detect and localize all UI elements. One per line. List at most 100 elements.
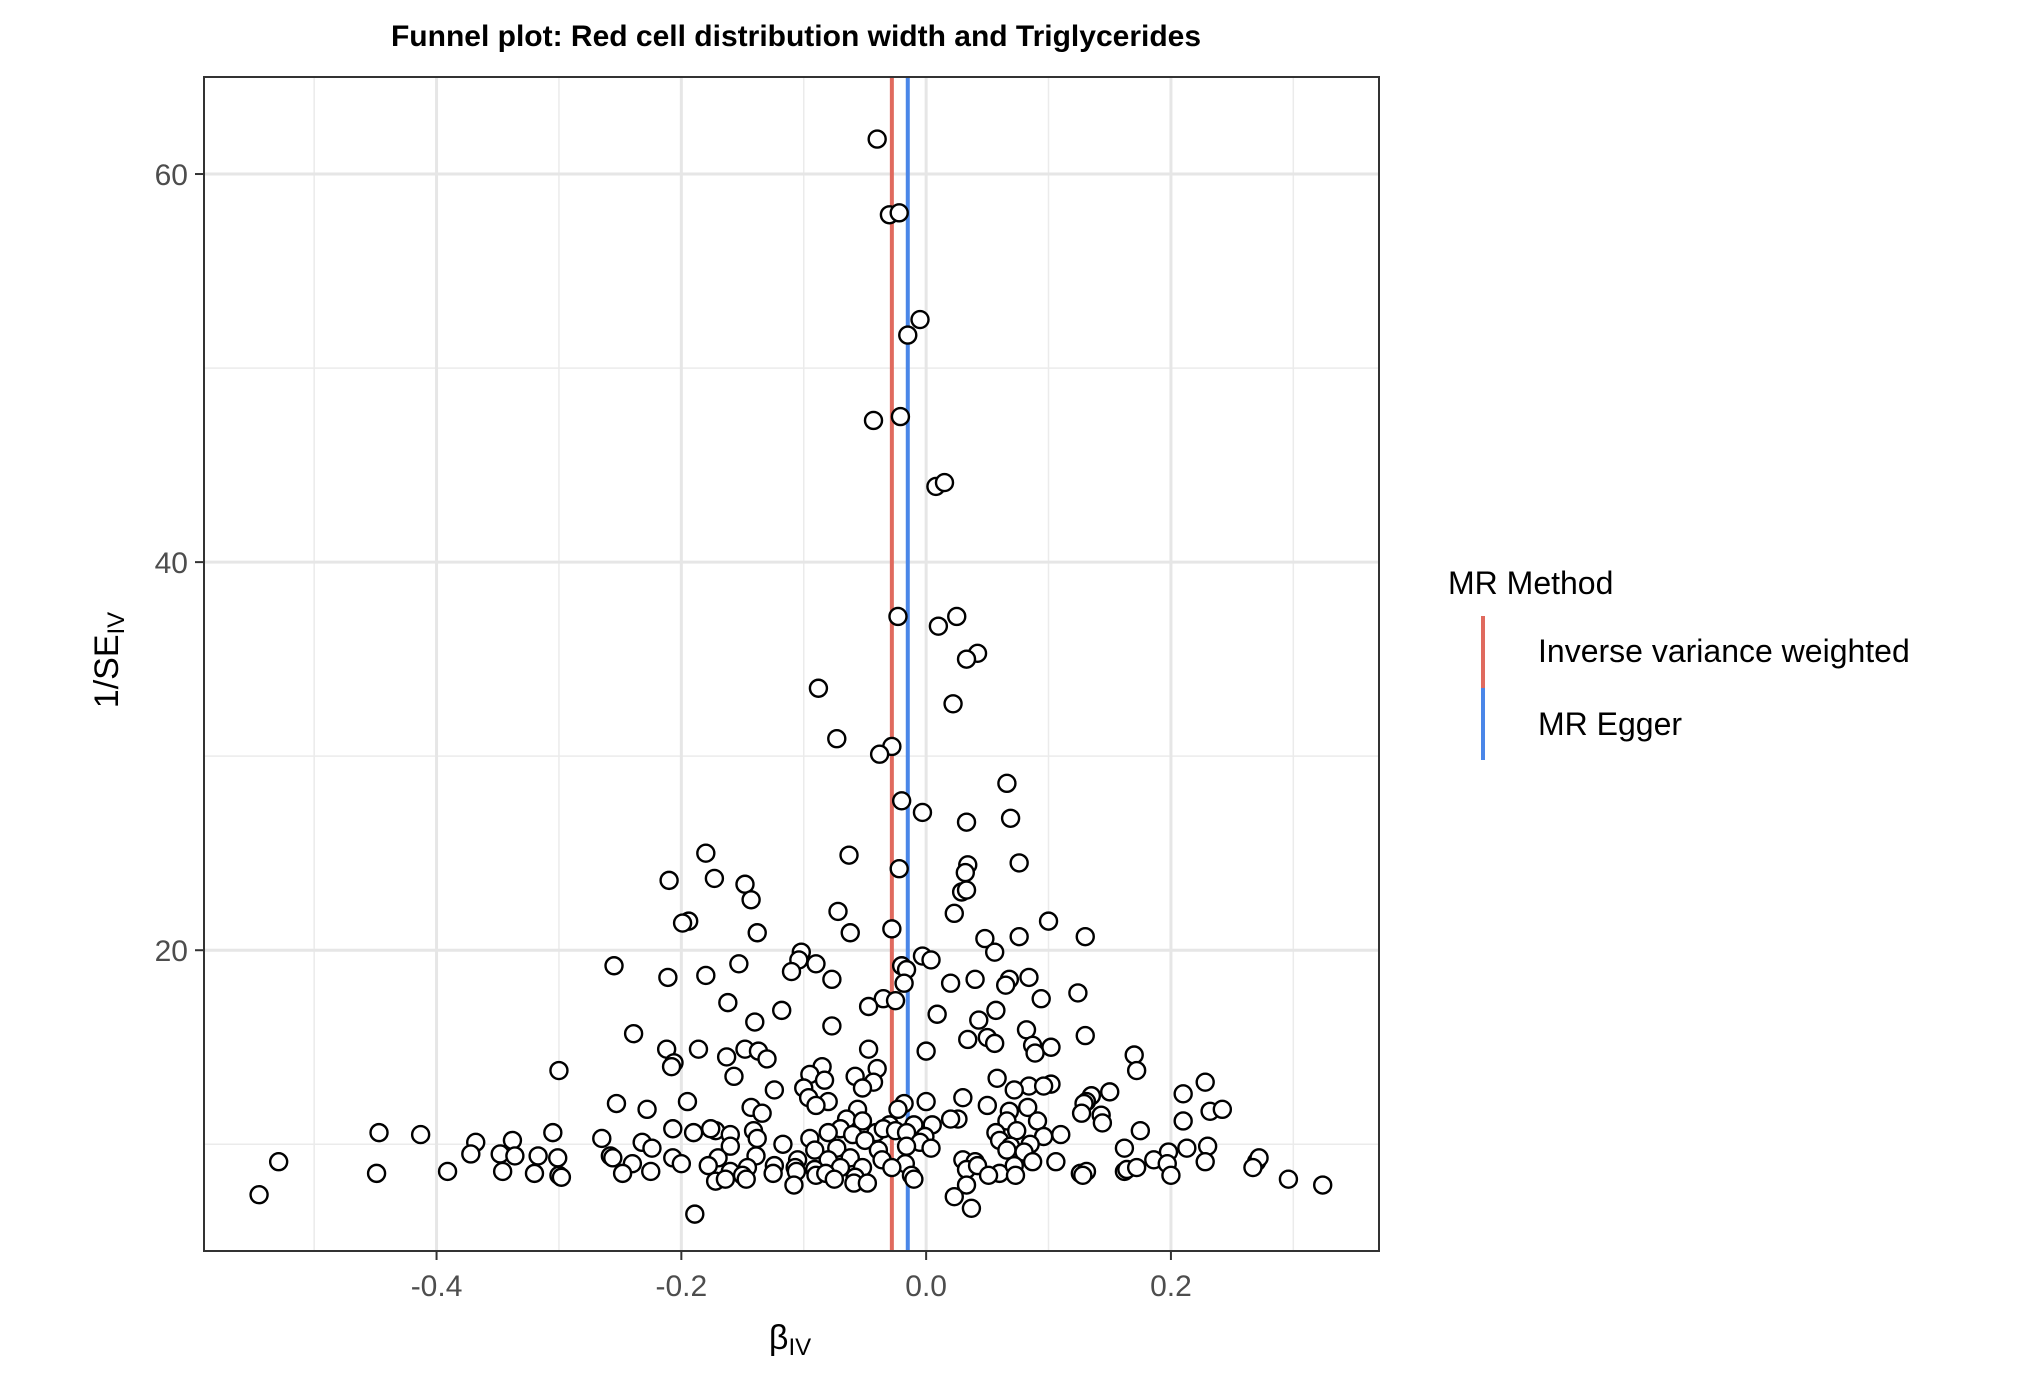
data-point <box>1025 1043 1045 1063</box>
data-point <box>772 1000 792 1021</box>
data-point <box>1075 1025 1095 1046</box>
data-point <box>704 868 725 889</box>
data-point <box>1100 1082 1120 1102</box>
data-point <box>969 1010 989 1030</box>
y-axis-title-subscript: IV <box>103 612 130 635</box>
data-point <box>741 890 761 910</box>
data-point <box>822 969 842 990</box>
data-point <box>724 1066 744 1087</box>
x-tick-label: 0.0 <box>905 1270 947 1303</box>
data-point <box>882 919 902 939</box>
data-point <box>715 1169 736 1189</box>
chart-title: Funnel plot: Red cell distribution width… <box>391 20 1201 53</box>
data-point <box>437 1161 458 1182</box>
data-point <box>249 1185 269 1205</box>
data-point <box>894 973 914 993</box>
x-tick-label: -0.4 <box>411 1270 463 1303</box>
data-point <box>1073 1165 1093 1186</box>
data-point <box>729 954 749 974</box>
data-point <box>492 1161 513 1182</box>
data-point <box>852 1111 873 1131</box>
data-point <box>1051 1124 1071 1145</box>
data-point <box>805 1140 825 1160</box>
data-point <box>953 1088 973 1108</box>
x-axis-title-main: β <box>769 1319 789 1357</box>
data-point <box>502 1130 523 1151</box>
x-axis-title-subscript: IV <box>788 1334 811 1361</box>
data-point <box>784 1175 804 1195</box>
data-point <box>268 1152 289 1172</box>
data-point <box>637 1099 657 1120</box>
data-point <box>505 1146 525 1166</box>
data-point <box>806 954 826 974</box>
data-point <box>661 1056 682 1077</box>
data-point <box>366 1163 387 1184</box>
data-point <box>672 913 693 933</box>
data-point <box>1009 926 1029 947</box>
data-point <box>720 1136 741 1156</box>
data-point <box>663 1119 683 1139</box>
data-point <box>904 1169 924 1189</box>
data-point <box>965 969 985 990</box>
data-point <box>1114 1138 1135 1158</box>
data-point <box>956 812 977 832</box>
data-point <box>1068 983 1088 1003</box>
data-point <box>857 1173 878 1193</box>
data-point <box>863 410 884 431</box>
data-point <box>978 1165 999 1186</box>
data-point <box>995 975 1016 995</box>
data-point <box>1312 1175 1333 1195</box>
data-point <box>1212 1099 1233 1120</box>
data-point <box>806 1095 826 1116</box>
data-point <box>961 1198 982 1219</box>
data-point <box>1195 1152 1215 1172</box>
data-point <box>1071 1103 1092 1123</box>
data-point <box>642 1138 662 1158</box>
data-point <box>641 1161 661 1182</box>
y-axis-title: 1/SEIV <box>88 612 130 708</box>
data-point <box>1000 808 1021 828</box>
y-axis-title-main: 1/SE <box>88 634 126 708</box>
data-point <box>956 649 977 669</box>
data-point <box>747 1128 767 1149</box>
data-point <box>928 616 949 636</box>
data-point <box>603 1148 623 1168</box>
data-point <box>773 1134 793 1154</box>
data-point <box>824 1169 845 1189</box>
panel-border <box>203 76 1380 1252</box>
data-point <box>997 773 1017 794</box>
data-point <box>543 1122 563 1143</box>
data-point <box>885 990 906 1011</box>
x-axis-title: βIV <box>769 1319 811 1361</box>
data-point <box>977 1095 998 1116</box>
data-point <box>839 845 859 865</box>
data-point <box>814 1070 835 1090</box>
data-point <box>696 965 716 986</box>
data-point <box>956 1175 977 1195</box>
x-axis-ticks: -0.4 -0.2 0.0 0.2 <box>411 1251 1192 1303</box>
data-point <box>888 606 908 627</box>
data-point <box>927 1004 947 1024</box>
data-point <box>606 1093 627 1114</box>
data-point <box>551 1167 572 1187</box>
data-point <box>1041 1037 1061 1057</box>
data-point <box>745 1012 765 1032</box>
data-point <box>410 1124 431 1145</box>
data-point <box>958 1029 978 1050</box>
data-point <box>934 472 955 493</box>
data-point <box>1033 1076 1054 1096</box>
reference-lines <box>889 77 910 1251</box>
data-point <box>896 1136 917 1156</box>
data-point <box>764 1080 785 1100</box>
data-point <box>685 1204 705 1224</box>
data-point <box>752 1103 772 1123</box>
data-point <box>524 1163 545 1184</box>
data-point <box>855 1130 875 1151</box>
data-point <box>840 923 860 943</box>
data-point <box>1173 1084 1193 1104</box>
data-point <box>890 406 911 427</box>
data-point <box>882 1157 902 1178</box>
data-point <box>612 1163 633 1184</box>
data-point <box>916 1091 936 1112</box>
data-point <box>944 1186 964 1207</box>
